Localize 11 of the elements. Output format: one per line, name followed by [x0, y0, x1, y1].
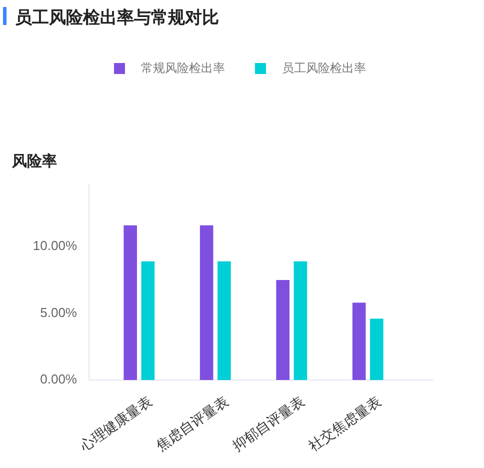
legend-label: 常规风险检出率 [141, 61, 225, 76]
y-axis-title: 风险率 [11, 152, 57, 170]
x-tick-label: 社交焦虑量表 [306, 392, 384, 454]
y-tick-label: 0.00% [40, 371, 78, 386]
y-tick-label: 5.00% [40, 304, 78, 320]
chart-title: 员工风险检出率与常规对比 [15, 8, 219, 27]
y-tick-label: 10.00% [32, 238, 78, 254]
x-tick-label: 抑郁自评量表 [229, 392, 308, 454]
x-tick-label: 焦虑自评量表 [153, 392, 232, 454]
legend-label: 员工风险检出率 [282, 61, 366, 76]
x-tick-label: 心理健康量表 [76, 392, 155, 455]
